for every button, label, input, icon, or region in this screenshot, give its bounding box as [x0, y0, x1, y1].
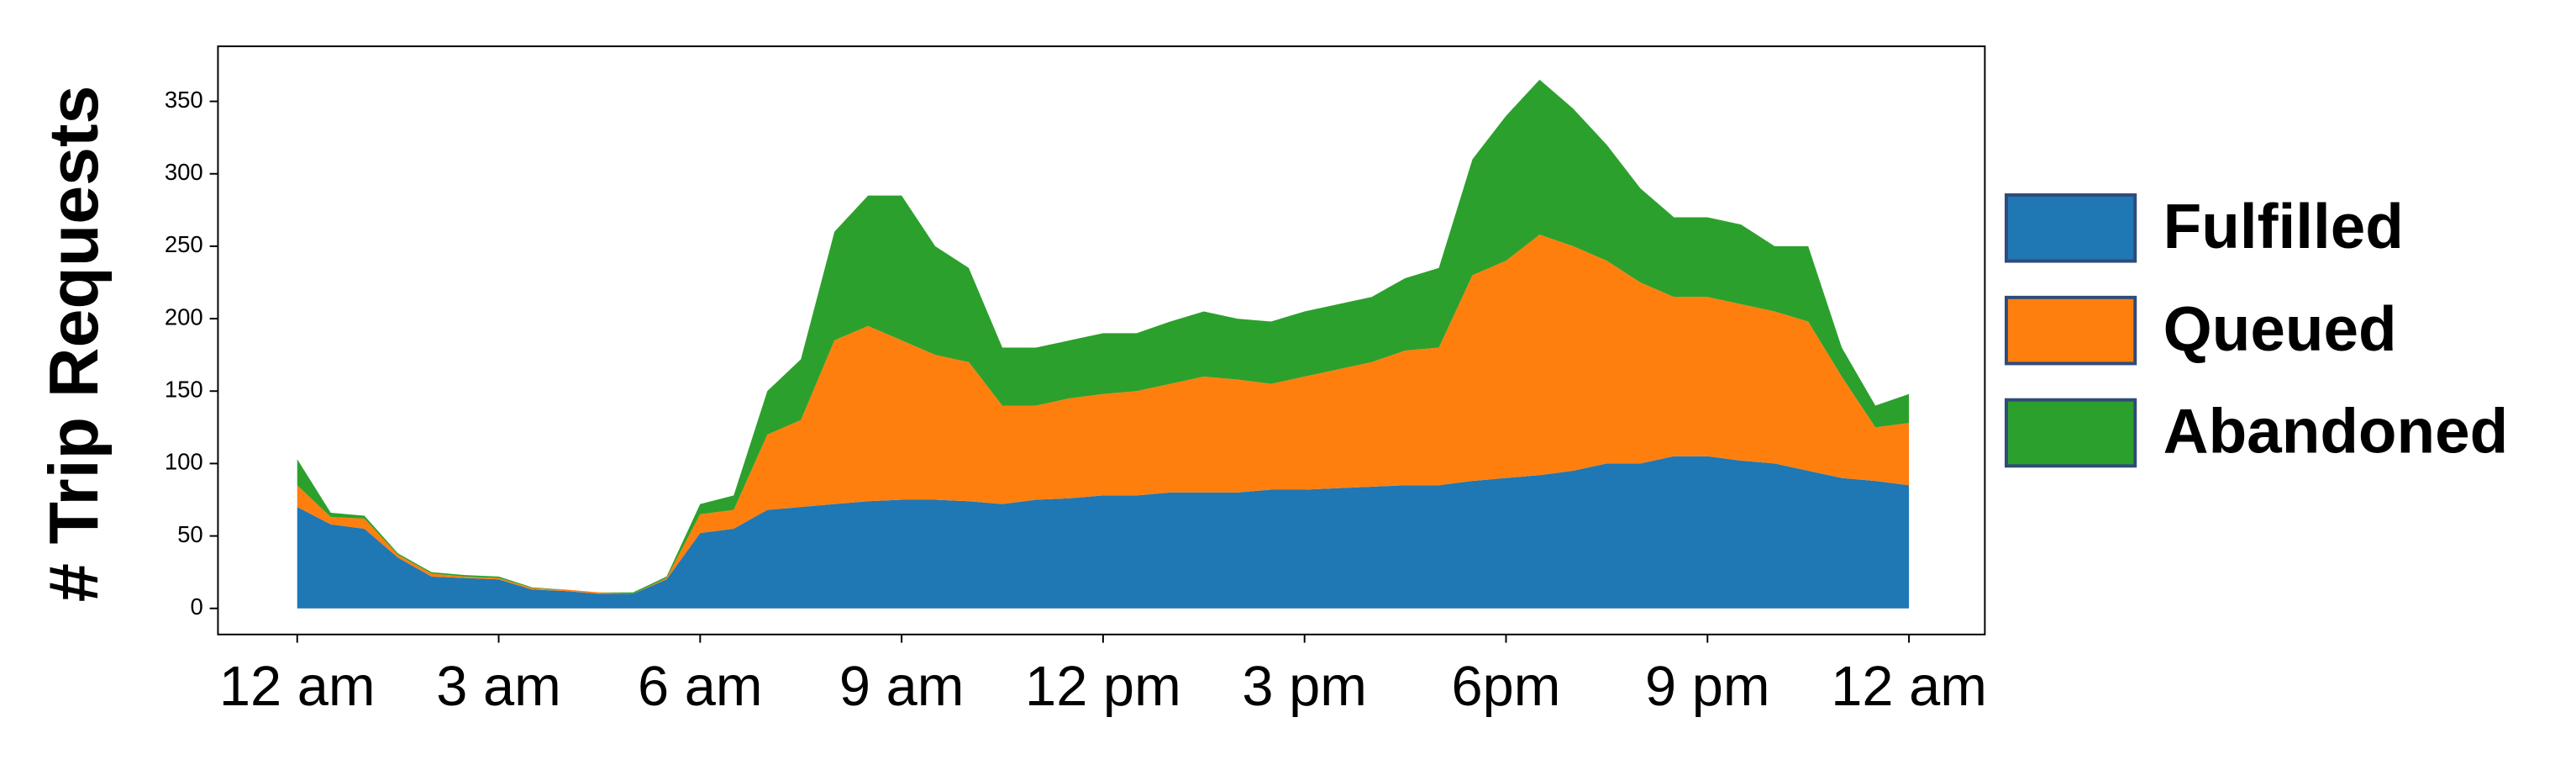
- area: [297, 79, 1910, 594]
- legend-swatch: [2004, 398, 2137, 468]
- x-tick-label: 3 pm: [1242, 656, 1367, 718]
- x-tick-label: 3 am: [436, 656, 561, 718]
- x-tick-label: 12 am: [1831, 656, 1987, 718]
- y-tick-label: 100: [165, 449, 203, 475]
- y-tick-label: 200: [165, 303, 203, 330]
- x-tick-label: 12 pm: [1025, 656, 1181, 718]
- area: [297, 456, 1910, 609]
- y-tick-label: 150: [165, 377, 203, 403]
- legend-label: Queued: [2163, 293, 2397, 364]
- y-tick-label: 50: [177, 521, 203, 547]
- y-tick-label: 0: [190, 593, 202, 620]
- plot-frame: [217, 45, 1986, 636]
- legend-label: Fulfilled: [2163, 191, 2404, 261]
- x-tick-label: 6pm: [1451, 656, 1560, 718]
- legend-swatch: [2004, 193, 2137, 263]
- y-axis-label: # Trip Requests: [35, 86, 113, 603]
- y-tick-label: 250: [165, 231, 203, 257]
- y-tick-label: 300: [165, 159, 203, 185]
- y-tick-label: 350: [165, 87, 203, 113]
- area: [297, 235, 1910, 594]
- x-tick-label: 6 am: [638, 656, 763, 718]
- legend-swatch: [2004, 295, 2137, 366]
- x-tick-label: 12 am: [219, 656, 376, 718]
- legend-label: Abandoned: [2163, 396, 2509, 467]
- x-tick-label: 9 am: [839, 656, 965, 718]
- x-tick-label: 9 pm: [1645, 656, 1770, 718]
